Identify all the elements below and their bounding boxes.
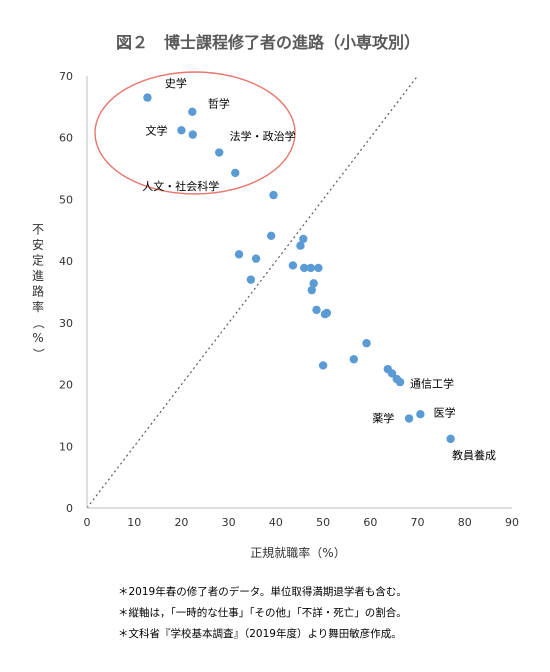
data-point — [231, 168, 240, 178]
data-point — [246, 275, 256, 284]
data-point — [312, 305, 321, 315]
data-point — [349, 355, 359, 364]
y-axis-label-char: 進 — [32, 269, 44, 283]
data-point — [143, 93, 152, 102]
y-axis-label-char: 不 — [32, 223, 44, 237]
point-annotation: 薬学 — [372, 411, 394, 425]
point-annotation: 医学 — [434, 406, 456, 420]
x-tick-label: 90 — [505, 516, 519, 529]
y-tick-label: 20 — [59, 379, 73, 392]
x-axis-label: 正規就職率（%） — [250, 545, 345, 560]
y-tick-label: 0 — [66, 502, 73, 515]
data-point — [215, 148, 224, 157]
y-axis-label-char: % — [32, 331, 43, 345]
data-point — [288, 261, 298, 270]
data-point — [188, 130, 197, 139]
point-annotation: 史学 — [165, 76, 187, 90]
data-point — [387, 369, 397, 378]
y-axis-label-char: 安 — [32, 237, 44, 252]
axes — [86, 76, 512, 509]
y-axis-label-char: 率 — [32, 299, 44, 314]
y-axis-label-char: （ — [32, 317, 46, 329]
y-tick-label: 30 — [59, 317, 73, 330]
x-tick-label: 20 — [174, 516, 188, 529]
data-point — [395, 377, 405, 387]
x-tick-label: 40 — [269, 516, 283, 529]
data-point — [251, 254, 261, 263]
data-point — [404, 414, 414, 423]
y-axis-label-char: 定 — [32, 253, 44, 268]
data-point — [320, 310, 330, 319]
point-annotation: 通信工学 — [410, 377, 454, 391]
y-axis-label-char: 路 — [32, 284, 44, 299]
data-point — [234, 250, 244, 259]
chart-title: 図２ 博士課程修了者の進路（小専攻別） — [116, 33, 420, 52]
data-point — [299, 234, 308, 244]
data-point — [266, 231, 276, 241]
point-annotation: 法学・政治学 — [230, 129, 296, 143]
x-tick-label: 80 — [458, 516, 472, 529]
x-tick-label: 70 — [411, 516, 425, 529]
data-point — [300, 263, 309, 273]
x-tick-label: 30 — [222, 516, 236, 529]
data-point — [446, 434, 455, 444]
point-annotation: 哲学 — [208, 96, 230, 110]
point-annotation: 人文・社会科学 — [142, 179, 219, 193]
x-tick-label: 50 — [316, 516, 330, 529]
data-point — [362, 339, 371, 348]
x-tick-label: 0 — [84, 516, 91, 529]
point-annotation: 文学 — [146, 124, 168, 138]
x-tick-labels: 0 10 20 30 40 50 60 70 80 90 — [84, 516, 520, 529]
data-point — [309, 279, 318, 288]
footnotes: ＊2019年春の修了者のデータ。単位取得満期退学者も含む。 ＊縦軸は，「一時的な… — [118, 582, 538, 645]
y-tick-label: 60 — [59, 132, 73, 145]
footnote-vertical-axis: ＊縦軸は，「一時的な仕事」「その他」「不詳・死亡」の割合。 — [118, 607, 407, 619]
y-axis-label-char: ） — [32, 348, 46, 360]
point-annotation: 教員養成 — [452, 448, 496, 462]
data-point — [318, 361, 328, 370]
data-point — [307, 285, 316, 295]
y-tick-labels: 0 10 20 30 40 50 60 70 — [59, 70, 73, 515]
y-tick-label: 10 — [59, 440, 73, 453]
x-tick-label: 10 — [127, 516, 141, 529]
y-tick-label: 40 — [59, 255, 73, 268]
data-point — [296, 241, 305, 250]
data-point — [269, 190, 278, 200]
footnote-author: ＊文科省『学校基本調査』（2019年度）より舞田敏彦作成。 — [118, 628, 402, 640]
y-tick-label: 70 — [59, 70, 73, 83]
data-points — [143, 93, 455, 444]
y-tick-label: 50 — [59, 193, 73, 206]
x-tick-label: 60 — [363, 516, 377, 529]
data-point — [314, 263, 323, 273]
scatter-chart: 図２ 博士課程修了者の進路（小専攻別） 0 10 20 30 40 50 60 70 80 90 … — [32, 33, 520, 560]
footnote-data-source: ＊2019年春の修了者のデータ。単位取得満期退学者も含む。 — [118, 586, 407, 598]
humanities-highlight-ellipse — [94, 71, 296, 195]
data-point — [306, 263, 316, 273]
data-point — [177, 126, 186, 135]
equality-diagonal-line — [86, 75, 419, 509]
data-point — [416, 409, 425, 419]
data-point — [188, 107, 197, 116]
